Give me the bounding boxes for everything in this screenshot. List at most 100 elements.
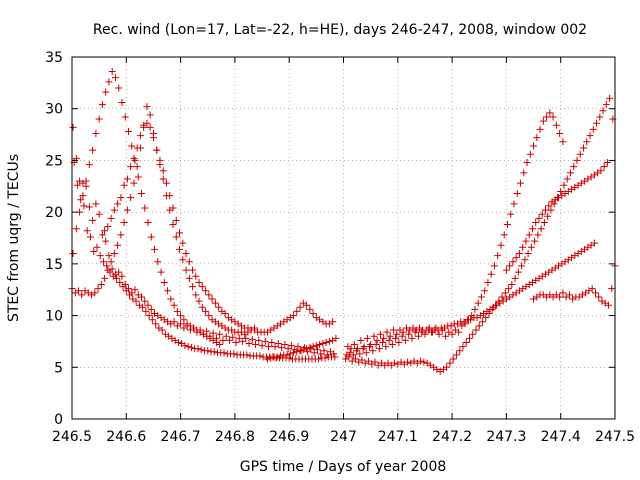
data-point bbox=[136, 132, 144, 140]
data-point bbox=[399, 328, 407, 336]
data-point bbox=[351, 355, 359, 363]
data-points bbox=[68, 67, 619, 375]
data-point bbox=[392, 334, 400, 342]
data-point bbox=[526, 150, 534, 158]
data-point bbox=[120, 181, 128, 189]
data-point bbox=[133, 163, 141, 171]
data-point bbox=[174, 338, 182, 346]
data-point bbox=[221, 310, 229, 318]
data-point bbox=[194, 345, 202, 353]
data-point bbox=[126, 291, 134, 299]
data-point bbox=[382, 343, 390, 351]
data-point bbox=[107, 214, 115, 222]
data-point bbox=[192, 291, 200, 299]
data-point bbox=[198, 303, 206, 311]
data-point bbox=[144, 301, 152, 309]
data-point bbox=[184, 343, 192, 351]
data-point bbox=[89, 216, 97, 224]
data-point bbox=[255, 336, 263, 344]
data-point bbox=[210, 348, 218, 356]
data-point bbox=[543, 113, 551, 121]
data-point bbox=[172, 216, 180, 224]
data-point bbox=[389, 326, 397, 334]
y-tick-label: 20 bbox=[45, 205, 63, 221]
data-point bbox=[310, 349, 318, 357]
data-point bbox=[120, 218, 128, 226]
data-point bbox=[518, 262, 526, 270]
data-point bbox=[296, 347, 304, 355]
data-point bbox=[408, 334, 416, 342]
data-point bbox=[153, 146, 161, 154]
data-point bbox=[449, 355, 457, 363]
data-point bbox=[160, 278, 168, 286]
data-point bbox=[124, 127, 132, 135]
data-point bbox=[534, 231, 542, 239]
data-point bbox=[83, 227, 91, 235]
data-point bbox=[565, 291, 573, 299]
data-point bbox=[475, 322, 483, 330]
data-point bbox=[531, 237, 539, 245]
data-point bbox=[380, 334, 388, 342]
y-tick-label: 10 bbox=[45, 309, 63, 325]
data-point bbox=[127, 194, 135, 202]
data-point bbox=[152, 320, 160, 328]
data-point bbox=[536, 125, 544, 133]
data-point bbox=[363, 334, 371, 342]
data-point bbox=[75, 287, 83, 295]
data-point bbox=[94, 285, 102, 293]
data-point bbox=[169, 221, 177, 229]
data-point bbox=[559, 138, 567, 146]
data-point bbox=[173, 307, 181, 315]
data-point bbox=[99, 258, 107, 266]
data-point bbox=[243, 351, 251, 359]
data-point bbox=[495, 297, 503, 305]
data-point bbox=[357, 336, 365, 344]
data-point bbox=[354, 345, 362, 353]
data-point bbox=[293, 348, 301, 356]
data-point bbox=[540, 218, 548, 226]
data-point bbox=[176, 229, 184, 237]
y-axis-label: STEC from uqrg / TECUs bbox=[6, 154, 22, 322]
data-point bbox=[537, 225, 545, 233]
data-point bbox=[146, 111, 154, 119]
data-point bbox=[169, 204, 177, 212]
x-tick-label: 246.7 bbox=[161, 429, 201, 445]
data-point bbox=[146, 123, 154, 131]
data-point bbox=[549, 113, 557, 121]
data-point bbox=[373, 336, 381, 344]
data-point bbox=[105, 78, 113, 86]
data-point bbox=[95, 210, 103, 218]
data-point bbox=[115, 268, 123, 276]
data-point bbox=[446, 359, 454, 367]
data-point bbox=[398, 332, 406, 340]
data-point bbox=[563, 175, 571, 183]
data-point bbox=[404, 358, 412, 366]
data-point bbox=[383, 328, 391, 336]
x-tick-label: 247.3 bbox=[486, 429, 526, 445]
data-point bbox=[267, 354, 275, 362]
x-tick-label: 246.6 bbox=[106, 429, 146, 445]
data-point bbox=[349, 351, 357, 359]
data-point bbox=[321, 354, 329, 362]
data-point bbox=[515, 250, 523, 258]
data-point bbox=[386, 332, 394, 340]
data-point bbox=[606, 94, 614, 102]
data-point bbox=[141, 297, 149, 305]
data-point bbox=[501, 289, 509, 297]
data-point bbox=[471, 305, 479, 313]
data-point bbox=[580, 144, 588, 152]
x-tick-label: 246.8 bbox=[215, 429, 255, 445]
data-point bbox=[232, 338, 240, 346]
data-point bbox=[278, 344, 286, 352]
data-point bbox=[149, 134, 157, 142]
data-point bbox=[142, 307, 150, 315]
data-point bbox=[306, 344, 314, 352]
data-point bbox=[176, 245, 184, 253]
data-point bbox=[329, 318, 337, 326]
y-tick-label: 5 bbox=[54, 360, 63, 376]
data-point bbox=[464, 316, 472, 324]
data-point bbox=[296, 303, 304, 311]
data-point bbox=[421, 330, 429, 338]
data-point bbox=[245, 339, 253, 347]
data-point bbox=[211, 299, 219, 307]
